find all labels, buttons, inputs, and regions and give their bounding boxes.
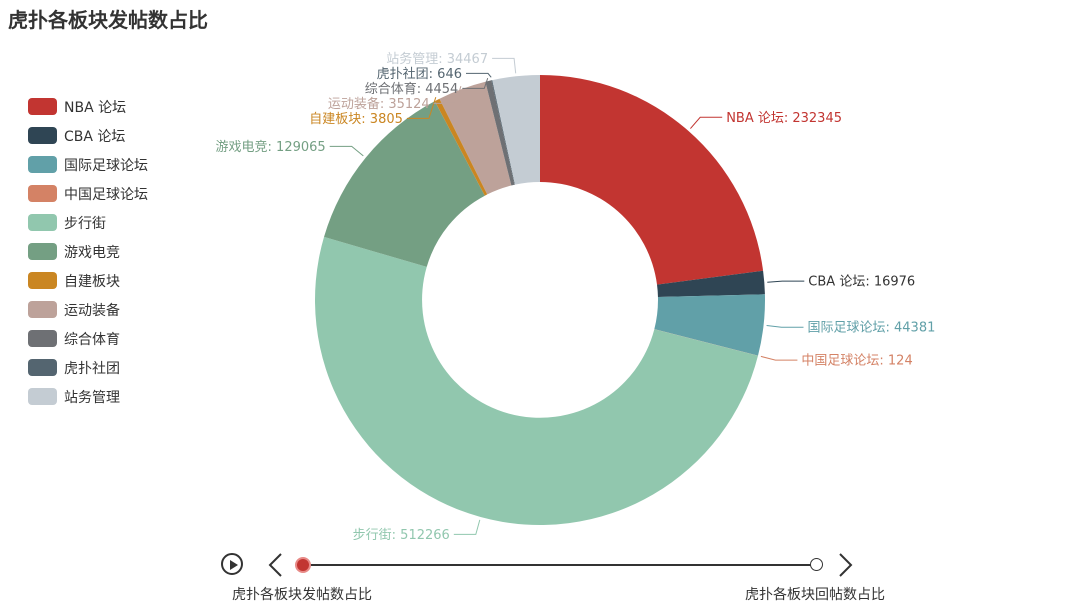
- legend-swatch: [28, 301, 57, 318]
- pie-slice[interactable]: [315, 236, 758, 525]
- legend-label: 游戏电竞: [64, 244, 120, 261]
- slice-label: 虎扑社团: 646: [377, 66, 462, 82]
- timeline-label-1[interactable]: 虎扑各板块发帖数占比: [232, 587, 372, 603]
- pie-slice[interactable]: [657, 270, 765, 298]
- slice-label: 中国足球论坛: 124: [801, 354, 912, 369]
- label-leader-line: [329, 145, 364, 157]
- slice-label: NBA 论坛: 232345: [726, 111, 842, 126]
- play-icon: [230, 559, 238, 570]
- legend-swatch: [28, 388, 57, 405]
- legend-item[interactable]: 站务管理: [28, 382, 148, 411]
- legend-swatch: [28, 272, 57, 289]
- legend-item[interactable]: 步行街: [28, 208, 148, 237]
- chevron-right-icon[interactable]: [835, 552, 855, 578]
- label-leader-line: [760, 355, 798, 361]
- play-button[interactable]: [221, 553, 243, 575]
- legend-item[interactable]: 国际足球论坛: [28, 150, 148, 179]
- slice-label: 自建板块: 3805: [309, 112, 403, 127]
- label-leader-line: [453, 519, 481, 535]
- pie-slice[interactable]: [439, 81, 512, 195]
- timeline: 虎扑各板块发帖数占比 虎扑各板块回帖数占比: [0, 540, 1080, 603]
- legend-item[interactable]: 中国足球论坛: [28, 179, 148, 208]
- legend-swatch: [28, 98, 57, 115]
- pie-slice[interactable]: [540, 75, 764, 285]
- legend-label: 中国足球论坛: [64, 186, 148, 203]
- legend-label: 国际足球论坛: [64, 157, 148, 174]
- timeline-track: [304, 564, 816, 566]
- legend-label: NBA 论坛: [64, 99, 127, 116]
- label-leader-line: [466, 72, 492, 78]
- legend-label: 自建板块: [64, 273, 120, 290]
- timeline-point-2[interactable]: [810, 558, 823, 571]
- legend-label: 虎扑社团: [64, 360, 120, 377]
- legend-swatch: [28, 127, 57, 144]
- legend-label: 综合体育: [64, 331, 120, 348]
- legend-swatch: [28, 359, 57, 376]
- chevron-left-icon[interactable]: [266, 552, 286, 578]
- donut-chart: NBA 论坛: 232345 CBA 论坛: 16976 国际足球论坛: 44381…: [216, 51, 936, 540]
- slice-label: 站务管理: 34467: [386, 51, 488, 67]
- legend-swatch: [28, 185, 57, 202]
- legend-swatch: [28, 243, 57, 260]
- legend: NBA 论坛 CBA 论坛国际足球论坛 中国足球论坛 步行街游戏电竞自建板块运动装备综…: [28, 92, 148, 411]
- slice-label: 综合体育: 4454: [365, 81, 459, 97]
- label-leader-line: [766, 325, 804, 328]
- legend-label: 运动装备: [64, 302, 120, 319]
- slice-label: 游戏电竞: 129065: [216, 139, 326, 155]
- pie-slice[interactable]: [654, 294, 766, 356]
- legend-label: CBA 论坛: [64, 128, 126, 145]
- legend-item[interactable]: 自建板块: [28, 266, 148, 295]
- chart-title: 虎扑各板块发帖数占比: [8, 8, 208, 32]
- legend-label: 站务管理: [64, 389, 120, 406]
- legend-item[interactable]: 虎扑社团: [28, 353, 148, 382]
- timeline-point-1[interactable]: [295, 557, 311, 573]
- label-leader-line: [767, 280, 805, 283]
- legend-label: 步行街: [64, 215, 106, 232]
- label-leader-line: [433, 85, 462, 104]
- legend-swatch: [28, 156, 57, 173]
- legend-swatch: [28, 214, 57, 231]
- slice-label: 国际足球论坛: 44381: [808, 321, 936, 336]
- legend-item[interactable]: NBA 论坛: [28, 92, 148, 121]
- pie-slice[interactable]: [654, 329, 759, 356]
- slice-label: CBA 论坛: 16976: [808, 275, 915, 290]
- pie-slice[interactable]: [434, 98, 488, 196]
- legend-item[interactable]: 综合体育: [28, 324, 148, 353]
- legend-item[interactable]: CBA 论坛: [28, 121, 148, 150]
- pie-slice[interactable]: [485, 80, 515, 186]
- label-leader-line: [492, 57, 517, 74]
- legend-item[interactable]: 运动装备: [28, 295, 148, 324]
- pie-slice[interactable]: [324, 101, 485, 267]
- slice-label: 步行街: 512266: [353, 528, 450, 540]
- legend-item[interactable]: 游戏电竞: [28, 237, 148, 266]
- timeline-label-2[interactable]: 虎扑各板块回帖数占比: [745, 587, 885, 603]
- label-leader-line: [462, 77, 489, 89]
- legend-swatch: [28, 330, 57, 347]
- label-leader-line: [690, 116, 723, 129]
- label-leader-line: [406, 97, 437, 119]
- pie-slice[interactable]: [491, 80, 515, 185]
- pie-slice[interactable]: [492, 75, 540, 185]
- slice-label: 运动装备: 35124: [328, 96, 430, 112]
